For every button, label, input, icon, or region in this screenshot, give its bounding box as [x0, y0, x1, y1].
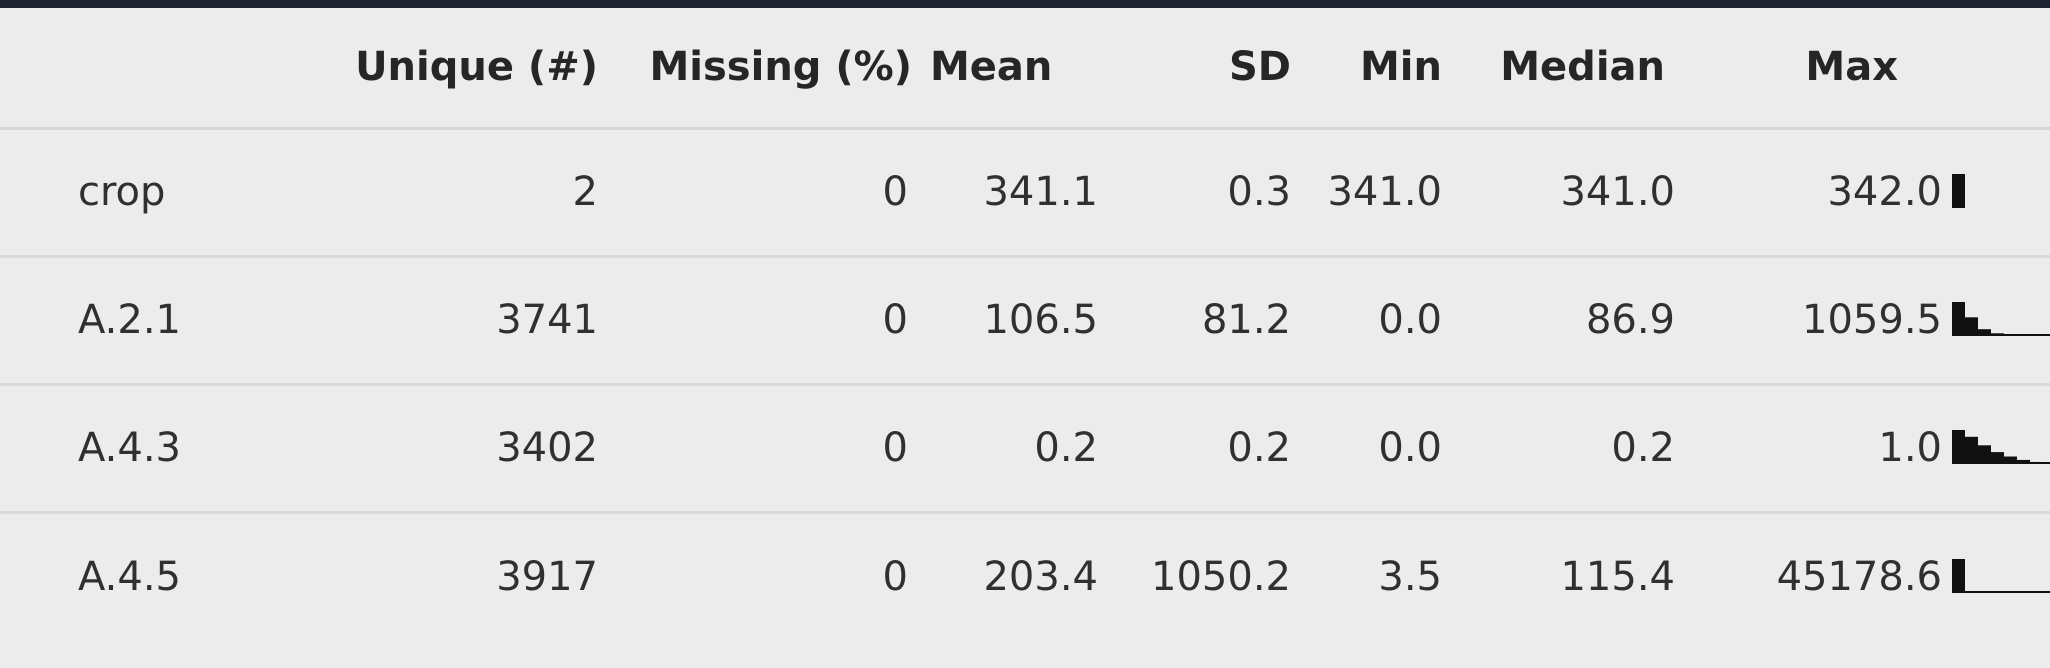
- cell-max: 1059.5: [1683, 256, 1948, 386]
- table-row: A.4.3 3402 0 0.2 0.2 0.0 0.2 1.0: [0, 384, 2050, 514]
- cell-histogram: [1948, 256, 2050, 386]
- cell-missing: 0: [606, 128, 920, 258]
- cell-unique: 2: [308, 128, 606, 258]
- cell-mean: 341.1: [920, 128, 1106, 258]
- summary-table-container: Unique (#) Missing (%) Mean SD Min Media…: [0, 8, 2050, 668]
- table-row: crop 2 0 341.1 0.3 341.0 341.0 342.0: [0, 128, 2050, 258]
- summary-statistics-table: Unique (#) Missing (%) Mean SD Min Media…: [0, 8, 2050, 640]
- cell-max: 342.0: [1683, 128, 1948, 258]
- cell-sd: 0.2: [1106, 384, 1297, 514]
- cell-variable-name: A.4.3: [0, 384, 308, 514]
- cell-min: 0.0: [1297, 256, 1450, 386]
- histogram-sparkline: [1952, 302, 2050, 336]
- histogram-sparkline: [1952, 430, 2050, 464]
- cell-max: 1.0: [1683, 384, 1948, 514]
- histogram-bar: [1965, 436, 1978, 464]
- histogram-bar: [1952, 174, 1965, 208]
- histogram-bar: [1991, 452, 2004, 464]
- cell-min: 3.5: [1378, 553, 1442, 600]
- cell-histogram: [1948, 384, 2050, 514]
- histogram-bar: [1965, 317, 1978, 336]
- cell-max: 45178.6: [1776, 553, 1942, 600]
- header-missing: Missing (%): [606, 8, 920, 130]
- table-body: crop 2 0 341.1 0.3 341.0 341.0 342.0 A.2…: [0, 128, 2050, 640]
- histogram-bar: [2017, 459, 2030, 464]
- top-window-bar: [0, 0, 2050, 8]
- cell-variable-name: crop: [0, 128, 308, 258]
- cell-histogram: [1948, 512, 2050, 640]
- cell-min: 0.0: [1297, 384, 1450, 514]
- histogram-bar: [1952, 302, 1965, 336]
- cell-missing: 0: [606, 256, 920, 386]
- cell-mean: 0.2: [920, 384, 1106, 514]
- histogram-bar: [1978, 329, 1991, 336]
- cell-unique: 3917: [496, 553, 598, 600]
- cell-missing: 0: [606, 384, 920, 514]
- header-mean: Mean: [920, 8, 1106, 130]
- histogram-sparkline: [1952, 558, 2050, 593]
- cell-variable-name: A.4.5: [78, 553, 181, 600]
- table-row: A.2.1 3741 0 106.5 81.2 0.0 86.9 1059.5: [0, 256, 2050, 386]
- header-max: Max: [1683, 8, 1948, 130]
- header-row: Unique (#) Missing (%) Mean SD Min Media…: [0, 8, 2050, 130]
- cell-median: 86.9: [1450, 256, 1683, 386]
- histogram-bar: [1952, 558, 1965, 593]
- cell-unique: 3741: [308, 256, 606, 386]
- header-min: Min: [1297, 8, 1450, 130]
- cell-median: 341.0: [1450, 128, 1683, 258]
- cell-mean: 203.4: [983, 553, 1098, 600]
- cell-variable-name: A.2.1: [0, 256, 308, 386]
- histogram-bar: [2004, 456, 2017, 464]
- header-variable: [0, 8, 308, 130]
- histogram-bar: [1952, 430, 1965, 464]
- cell-unique: 3402: [308, 384, 606, 514]
- cell-median: 0.2: [1450, 384, 1683, 514]
- cell-sd: 0.3: [1106, 128, 1297, 258]
- cell-histogram: [1948, 128, 2050, 258]
- table-row: A.4.5 3917 0 203.4 1050.2 3.5 115.4 4517…: [0, 512, 2050, 640]
- histogram-sparkline: [1952, 174, 1965, 208]
- cell-min: 341.0: [1297, 128, 1450, 258]
- cell-median: 115.4: [1560, 553, 1675, 600]
- header-median: Median: [1450, 8, 1683, 130]
- header-sd: SD: [1106, 8, 1297, 130]
- header-unique: Unique (#): [308, 8, 606, 130]
- cell-sd: 1050.2: [1151, 553, 1291, 600]
- table-header: Unique (#) Missing (%) Mean SD Min Media…: [0, 8, 2050, 130]
- cell-sd: 81.2: [1106, 256, 1297, 386]
- cell-missing: 0: [882, 553, 908, 600]
- header-histogram: [1948, 8, 2050, 130]
- histogram-bar: [1978, 445, 1991, 464]
- cell-mean: 106.5: [920, 256, 1106, 386]
